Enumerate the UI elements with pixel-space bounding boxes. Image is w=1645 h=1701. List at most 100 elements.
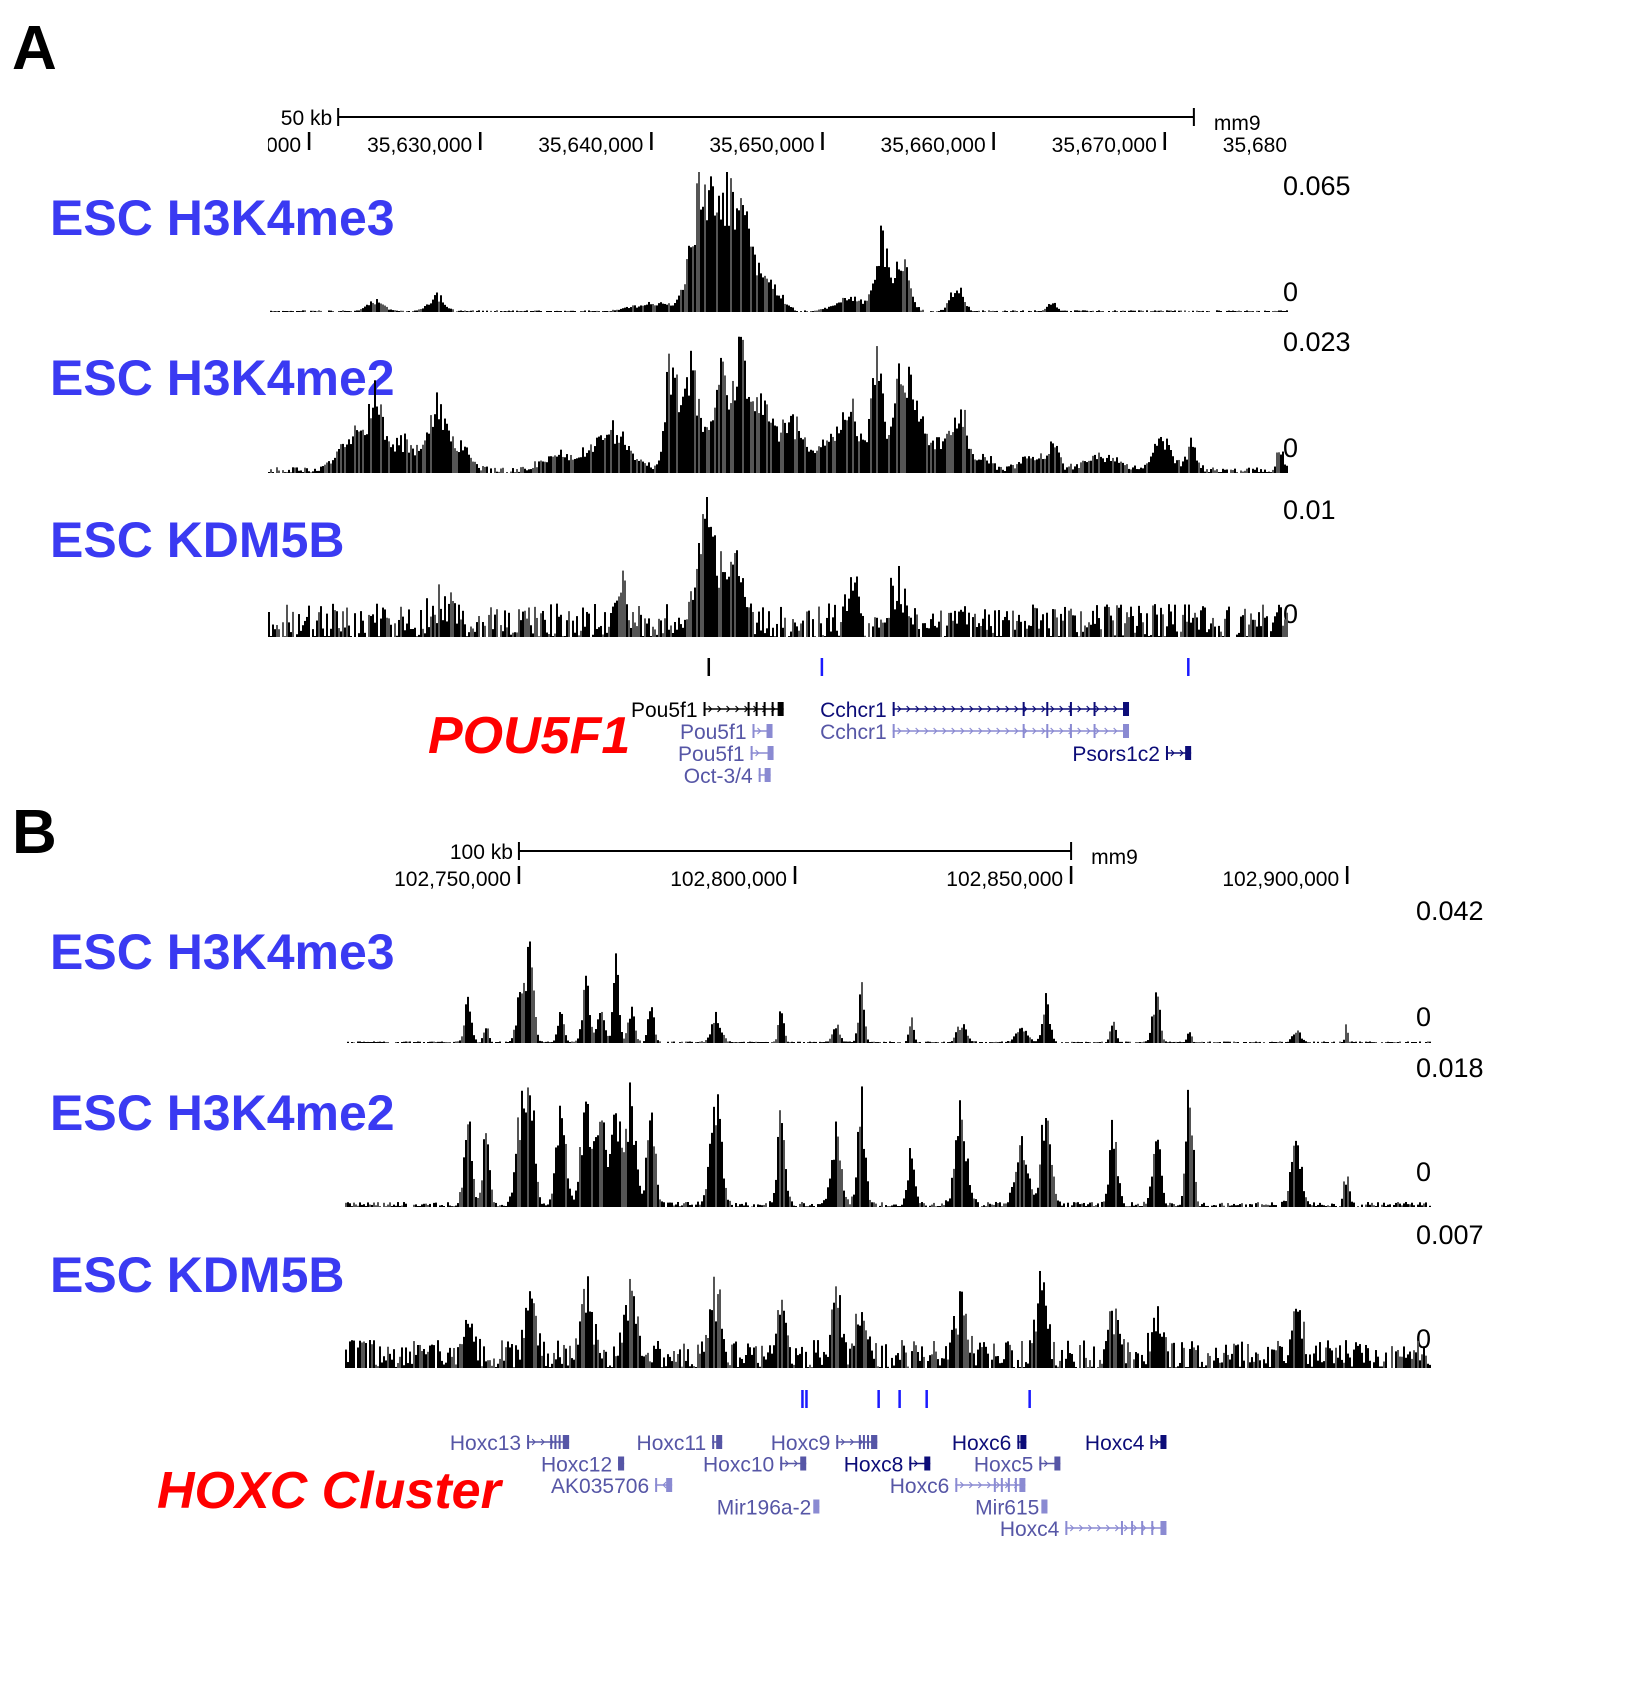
signal-bar (991, 1042, 993, 1043)
signal-bar (1017, 1032, 1019, 1043)
signal-bar (588, 450, 590, 473)
signal-bar (952, 620, 954, 637)
signal-bar (1103, 1201, 1105, 1207)
signal-bar (284, 472, 286, 473)
signal-bar (1113, 1021, 1115, 1043)
signal-bar (1016, 620, 1018, 637)
signal-bar (986, 629, 988, 637)
signal-bar (713, 1276, 715, 1368)
signal-bar (765, 1203, 767, 1207)
signal-bar (496, 609, 498, 637)
signal-bar (1000, 466, 1002, 473)
signal-bar (957, 1136, 959, 1207)
signal-bar (1074, 310, 1076, 312)
signal-bar (1038, 628, 1040, 637)
signal-bar (1143, 1041, 1145, 1043)
strand-arrow-icon (531, 1438, 536, 1446)
signal-bar (1117, 1176, 1119, 1207)
scale-min-b3: 0 (1416, 1324, 1432, 1354)
signal-track-esc-h3k4me3 (270, 172, 1288, 312)
feature-mark (1028, 1390, 1031, 1408)
signal-bar (452, 601, 454, 637)
signal-bar (412, 629, 414, 637)
signal-bar (349, 1341, 351, 1368)
signal-bar (416, 310, 418, 312)
signal-bar (374, 622, 376, 637)
strand-arrow-icon (960, 727, 965, 735)
signal-bar (371, 1042, 373, 1043)
signal-bar (613, 1346, 615, 1368)
signal-bar (729, 1200, 731, 1207)
signal-bar (914, 410, 916, 473)
signal-bar (1069, 1353, 1071, 1368)
signal-bar (1216, 310, 1218, 312)
signal-bar (664, 422, 666, 473)
signal-bar (500, 625, 502, 637)
signal-bar (1339, 1345, 1341, 1368)
signal-bar (1282, 451, 1284, 473)
signal-bar (370, 301, 372, 312)
signal-bar (1032, 456, 1034, 473)
signal-bar (558, 311, 560, 312)
signal-bar (1092, 310, 1094, 312)
signal-bar (1144, 634, 1146, 637)
signal-bar (546, 462, 548, 473)
signal-bar (428, 433, 430, 473)
strand-arrow-icon (969, 727, 974, 735)
signal-bar (1273, 1349, 1275, 1368)
signal-bar (899, 1359, 901, 1368)
signal-bar (976, 311, 978, 312)
signal-bar (919, 1360, 921, 1368)
signal-bar (601, 1120, 603, 1207)
signal-bar (1263, 1359, 1265, 1368)
signal-bar (856, 301, 858, 312)
signal-bar (1278, 310, 1280, 312)
signal-bar (1283, 1361, 1285, 1368)
signal-bar (1235, 1345, 1237, 1368)
signal-bar (726, 579, 728, 637)
signal-bar (1013, 1367, 1015, 1368)
signal-bar (501, 1204, 503, 1207)
signal-bar (658, 618, 660, 637)
signal-bar (1327, 1340, 1329, 1368)
signal-bar (1379, 1366, 1381, 1368)
signal-bar (981, 1042, 983, 1043)
signal-bar (1122, 310, 1124, 312)
signal-bar (598, 436, 600, 473)
signal-bar (1317, 1360, 1319, 1368)
signal-bar (496, 471, 498, 473)
signal-bar (1029, 1340, 1031, 1368)
signal-bar (711, 1024, 713, 1043)
signal-bar (814, 453, 816, 473)
signal-bar (730, 403, 732, 473)
signal-bar (447, 1202, 449, 1207)
signal-bar (1309, 1204, 1311, 1207)
signal-bar (342, 611, 344, 637)
signal-bar (473, 1341, 475, 1368)
signal-bar (1227, 1041, 1229, 1043)
signal-bar (837, 1136, 839, 1207)
signal-bar (553, 1352, 555, 1368)
signal-bar (568, 611, 570, 637)
gene-exon (1123, 724, 1130, 738)
strand-arrow-icon (933, 705, 938, 713)
signal-bar (768, 282, 770, 312)
signal-bar (924, 623, 926, 637)
signal-bar (1126, 464, 1128, 473)
signal-bar (1196, 460, 1198, 473)
signal-bar (916, 307, 918, 312)
signal-bar (725, 1187, 727, 1207)
assembly-wrap: mm9 (1091, 846, 1138, 869)
signal-bar (499, 1041, 501, 1043)
signal-bar (636, 307, 638, 312)
strand-arrow-icon (1105, 1524, 1111, 1532)
signal-bar (1361, 1204, 1363, 1207)
signal-bar (544, 619, 546, 637)
signal-bar (723, 1339, 725, 1368)
signal-bar (800, 437, 802, 473)
signal-bar (1040, 311, 1042, 312)
signal-bar (828, 603, 830, 637)
signal-bar (413, 1341, 415, 1368)
signal-bar (712, 536, 714, 637)
signal-bar (1116, 457, 1118, 473)
